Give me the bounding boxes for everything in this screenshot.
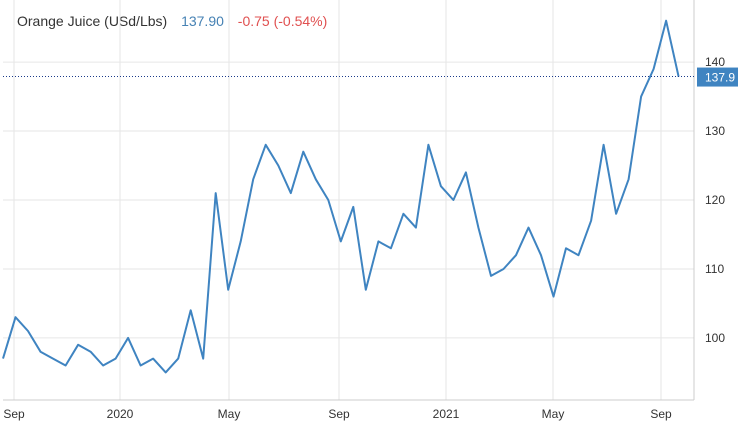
last-price-overlay: 137.9 [3,67,738,87]
axes: 100 110 120 130 140 Sep 2020 May Sep 2021 May Sep [3,0,725,421]
last-price-badge-label: 137.9 [705,71,735,85]
y-tick-label: 110 [705,262,724,276]
x-tick-label: Sep [650,407,672,421]
x-tick-label: May [218,407,241,421]
chart-header: Orange Juice (USd/Lbs) 137.90 -0.75 (-0.… [17,13,337,29]
x-tick-label: 2021 [433,407,460,421]
x-tick-label: Sep [3,407,25,421]
y-tick-label: 140 [705,55,725,69]
x-tick-label: 2020 [107,407,134,421]
y-tick-label: 100 [705,331,725,345]
chart-title: Orange Juice (USd/Lbs) [17,13,168,29]
y-tick-label: 130 [705,124,725,138]
last-price: 137.90 [181,13,224,29]
grid [3,0,694,400]
last-price-badge [697,67,738,87]
price-change: -0.75 (-0.54%) [237,13,328,29]
series-layer [2,19,680,374]
y-tick-label: 120 [705,193,725,207]
x-tick-label: May [542,407,565,421]
price-series-line [2,19,680,374]
x-tick-label: Sep [328,407,350,421]
